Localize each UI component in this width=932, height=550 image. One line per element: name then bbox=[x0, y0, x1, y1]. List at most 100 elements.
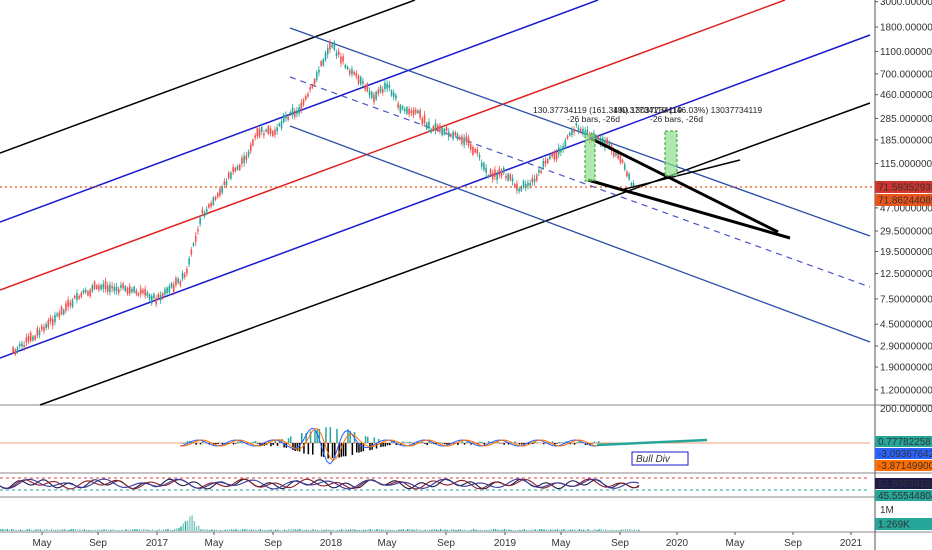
candle-body bbox=[564, 140, 567, 147]
macd-bar bbox=[290, 436, 292, 443]
volume-bar bbox=[162, 529, 165, 531]
macd-bar bbox=[316, 429, 318, 443]
volume-bar bbox=[147, 529, 149, 531]
volume-bar bbox=[83, 529, 85, 531]
volume-bar bbox=[600, 528, 602, 531]
volume-bar bbox=[222, 530, 224, 531]
candle-body bbox=[368, 90, 371, 96]
candle-body bbox=[617, 151, 619, 159]
volume-bar bbox=[294, 529, 297, 531]
candle-body bbox=[12, 347, 14, 353]
volume-bar bbox=[547, 530, 550, 531]
volume-bar bbox=[550, 529, 552, 531]
descending-channel-lower bbox=[289, 125, 871, 343]
candle-body bbox=[494, 169, 496, 177]
candle-body bbox=[505, 176, 507, 179]
candle-body bbox=[38, 330, 41, 336]
candle-body bbox=[32, 336, 34, 341]
macd-bar bbox=[479, 441, 481, 443]
candle-body bbox=[408, 108, 410, 115]
candle-body bbox=[324, 52, 327, 60]
candle-body bbox=[157, 294, 160, 299]
volume-bar bbox=[352, 529, 354, 531]
macd-bar bbox=[272, 443, 274, 445]
volume-bar bbox=[312, 529, 314, 531]
candle-body bbox=[555, 151, 558, 160]
macd-bar bbox=[195, 443, 197, 445]
macd-bar bbox=[232, 443, 235, 445]
candle-body bbox=[397, 103, 399, 108]
volume-bar bbox=[534, 529, 536, 531]
candle-body bbox=[309, 87, 311, 90]
candle-body bbox=[205, 209, 208, 212]
volume-bar bbox=[332, 529, 334, 531]
candle-body bbox=[144, 289, 146, 296]
volume-bar bbox=[371, 529, 374, 531]
volume-bar bbox=[437, 530, 440, 531]
candle-body bbox=[252, 139, 254, 146]
volume-bar bbox=[580, 529, 583, 531]
volume-bar bbox=[35, 529, 37, 531]
volume-bar bbox=[4, 529, 6, 531]
macd-bar bbox=[283, 443, 285, 448]
macd-bar bbox=[439, 442, 442, 443]
candle-body bbox=[410, 110, 413, 114]
volume-bar bbox=[253, 529, 255, 531]
candle-body bbox=[485, 168, 487, 173]
macd-bar bbox=[186, 441, 189, 443]
candle-body bbox=[342, 56, 344, 62]
candle-body bbox=[172, 284, 175, 293]
candle-body bbox=[370, 91, 373, 99]
price-axis-label: 115.00000000 bbox=[880, 159, 932, 170]
price-axis-label: 47.00000000 bbox=[880, 203, 932, 214]
candle-body bbox=[630, 182, 633, 186]
volume-bar bbox=[211, 529, 213, 531]
volume-bar bbox=[70, 529, 72, 531]
macd-bar bbox=[325, 427, 327, 443]
macd-bar bbox=[391, 441, 393, 443]
volume-bar bbox=[261, 530, 264, 531]
candle-body bbox=[595, 135, 597, 143]
candle-body bbox=[27, 336, 30, 342]
macd-bar bbox=[457, 443, 459, 445]
measure-box-1 bbox=[584, 133, 596, 182]
volume-bar bbox=[250, 529, 253, 531]
candle-body bbox=[14, 349, 17, 355]
candle-body bbox=[282, 114, 285, 123]
volume-bar bbox=[602, 530, 605, 531]
candle-body bbox=[232, 167, 234, 172]
macd-bar bbox=[437, 442, 439, 443]
candle-body bbox=[249, 144, 252, 152]
candle-body bbox=[441, 127, 443, 136]
volume-bar bbox=[167, 528, 169, 531]
candle-body bbox=[269, 128, 272, 134]
volume-bar bbox=[552, 529, 554, 531]
volume-bar bbox=[345, 529, 347, 531]
candle-body bbox=[434, 122, 437, 131]
volume-bar bbox=[204, 529, 206, 531]
candle-body bbox=[566, 135, 569, 139]
candle-body bbox=[56, 313, 58, 316]
candle-body bbox=[245, 155, 248, 160]
volume-bar bbox=[228, 529, 231, 531]
volume-bar bbox=[116, 530, 118, 531]
candle-body bbox=[606, 138, 608, 145]
volume-bar bbox=[486, 530, 488, 531]
volume-bar bbox=[279, 530, 281, 531]
macd-bar bbox=[395, 443, 398, 446]
macd-bar bbox=[237, 441, 239, 443]
support-trend-line bbox=[620, 159, 741, 191]
candle-body bbox=[190, 249, 193, 255]
candle-body bbox=[469, 144, 472, 150]
candle-body bbox=[135, 290, 138, 295]
macd-bar bbox=[217, 443, 219, 444]
volume-bar bbox=[433, 528, 435, 531]
candle-body bbox=[419, 110, 421, 118]
candle-body bbox=[480, 162, 483, 167]
macd-bar bbox=[505, 441, 508, 443]
candle-body bbox=[267, 125, 270, 134]
candle-body bbox=[278, 123, 281, 126]
volume-bar bbox=[607, 530, 609, 531]
